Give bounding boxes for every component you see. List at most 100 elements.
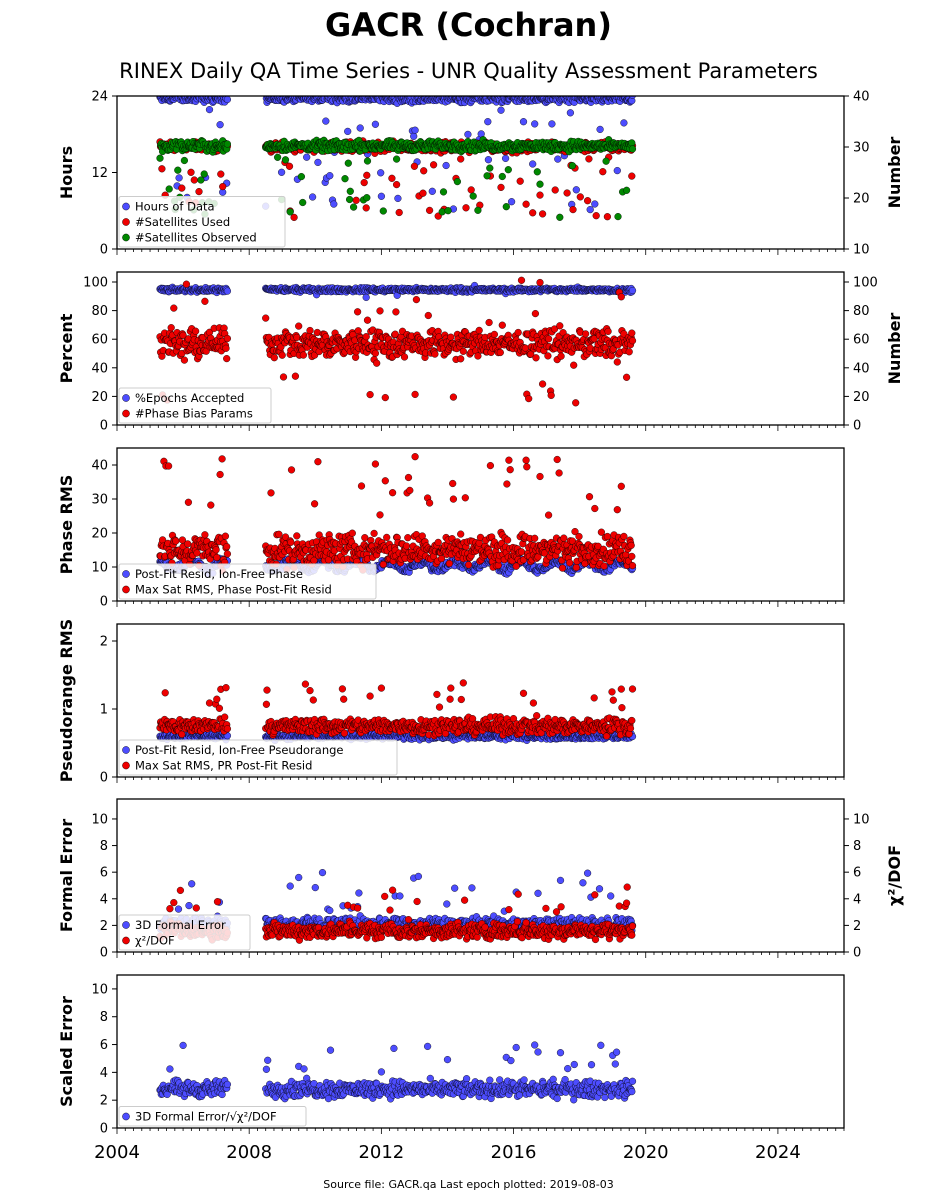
point xyxy=(490,330,499,339)
y-tick-label: 100 xyxy=(83,276,108,291)
point xyxy=(352,196,360,204)
point xyxy=(531,310,540,318)
series-2 xyxy=(156,276,637,407)
point xyxy=(516,177,524,185)
point xyxy=(586,344,594,352)
point xyxy=(512,562,520,570)
point xyxy=(628,139,636,147)
point xyxy=(167,324,175,332)
y-right-axis-label: Number xyxy=(885,313,904,385)
legend-marker xyxy=(122,202,130,211)
point xyxy=(548,120,556,128)
point xyxy=(393,181,401,189)
point xyxy=(180,156,189,165)
point xyxy=(363,157,372,165)
point xyxy=(445,559,454,568)
point xyxy=(449,495,458,503)
point xyxy=(613,167,621,175)
point xyxy=(474,352,482,360)
point xyxy=(205,105,214,114)
y-axis-label: Phase RMS xyxy=(57,475,76,575)
point xyxy=(628,561,637,570)
point xyxy=(341,175,349,183)
point xyxy=(411,453,419,461)
legend-label: #Satellites Observed xyxy=(135,231,257,245)
legend: Hours of Data#Satellites Used#Satellites… xyxy=(118,196,286,248)
point xyxy=(604,327,612,336)
point xyxy=(170,304,178,312)
point xyxy=(426,499,434,507)
point xyxy=(474,206,482,214)
legend-marker xyxy=(122,409,130,418)
point xyxy=(497,106,505,114)
point xyxy=(376,511,384,519)
point xyxy=(614,213,622,221)
y-tick-label: 40 xyxy=(91,361,108,376)
point xyxy=(179,331,187,339)
legend-label: #Phase Bias Params xyxy=(135,407,253,421)
point xyxy=(554,155,562,163)
point xyxy=(314,458,322,466)
y-tick-label: 10 xyxy=(91,561,108,576)
point xyxy=(218,455,226,463)
point xyxy=(366,391,374,399)
point xyxy=(313,328,321,337)
point xyxy=(457,355,465,363)
point xyxy=(557,352,565,360)
point xyxy=(391,330,399,338)
point xyxy=(627,541,635,550)
point xyxy=(363,171,371,179)
point xyxy=(216,470,224,479)
point xyxy=(597,528,606,536)
point xyxy=(404,473,413,482)
point xyxy=(620,119,628,127)
point xyxy=(613,506,621,514)
point xyxy=(293,532,301,540)
point xyxy=(522,456,530,464)
point xyxy=(538,210,547,218)
point xyxy=(484,156,493,164)
point xyxy=(346,195,354,204)
point xyxy=(566,109,575,117)
point xyxy=(306,326,314,335)
y-right-tick-label: 80 xyxy=(853,304,870,319)
point xyxy=(525,395,533,403)
point xyxy=(201,531,209,539)
legend-box xyxy=(118,563,377,600)
point xyxy=(395,208,403,217)
point xyxy=(529,209,537,217)
point xyxy=(486,462,495,470)
point xyxy=(536,472,544,481)
point xyxy=(568,162,577,170)
point xyxy=(182,280,191,288)
point xyxy=(219,183,227,191)
chart-title: GACR (Cochran) xyxy=(325,6,612,44)
point xyxy=(532,354,540,362)
point xyxy=(293,333,301,342)
legend-label: Post-Fit Resid, Ion-Free Phase xyxy=(135,567,303,581)
y-right-tick-label: 40 xyxy=(853,361,870,376)
point xyxy=(223,542,231,551)
point xyxy=(505,456,513,464)
point xyxy=(180,356,189,364)
y-right-tick-label: 20 xyxy=(853,192,870,207)
point xyxy=(575,532,583,541)
point xyxy=(442,161,450,170)
point xyxy=(444,207,452,215)
point xyxy=(457,155,465,163)
point xyxy=(465,561,473,569)
point xyxy=(508,198,516,206)
legend-marker xyxy=(122,218,130,226)
point xyxy=(207,501,215,509)
point xyxy=(297,173,306,181)
point xyxy=(402,542,411,550)
point xyxy=(371,460,380,468)
point xyxy=(625,348,633,356)
point xyxy=(223,334,232,343)
y-right-tick-label: 0 xyxy=(853,419,861,434)
chart-subtitle: RINEX Daily QA Time Series - UNR Quality… xyxy=(119,59,818,83)
point xyxy=(344,159,352,167)
point xyxy=(222,344,230,352)
point xyxy=(602,157,610,165)
